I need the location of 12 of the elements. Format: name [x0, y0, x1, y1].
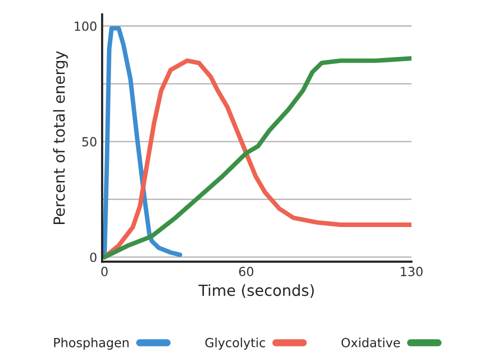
legend-label: Glycolytic — [205, 338, 266, 350]
x-tick-label: 60 — [239, 266, 254, 276]
y-tick-label: 100 — [74, 21, 96, 31]
legend-label: Oxidative — [342, 338, 400, 348]
y-tick-label: 50 — [82, 137, 96, 146]
y-tick-label: 0 — [90, 252, 96, 262]
legend-label: Phosphagen — [54, 338, 129, 350]
x-tick-label: 130 — [400, 266, 423, 276]
x-axis-title: Time (seconds) — [198, 284, 314, 298]
x-tick-label: 0 — [101, 266, 108, 276]
y-axis-title: Percent of total energy — [53, 51, 68, 224]
line-series — [102, 26, 182, 260]
